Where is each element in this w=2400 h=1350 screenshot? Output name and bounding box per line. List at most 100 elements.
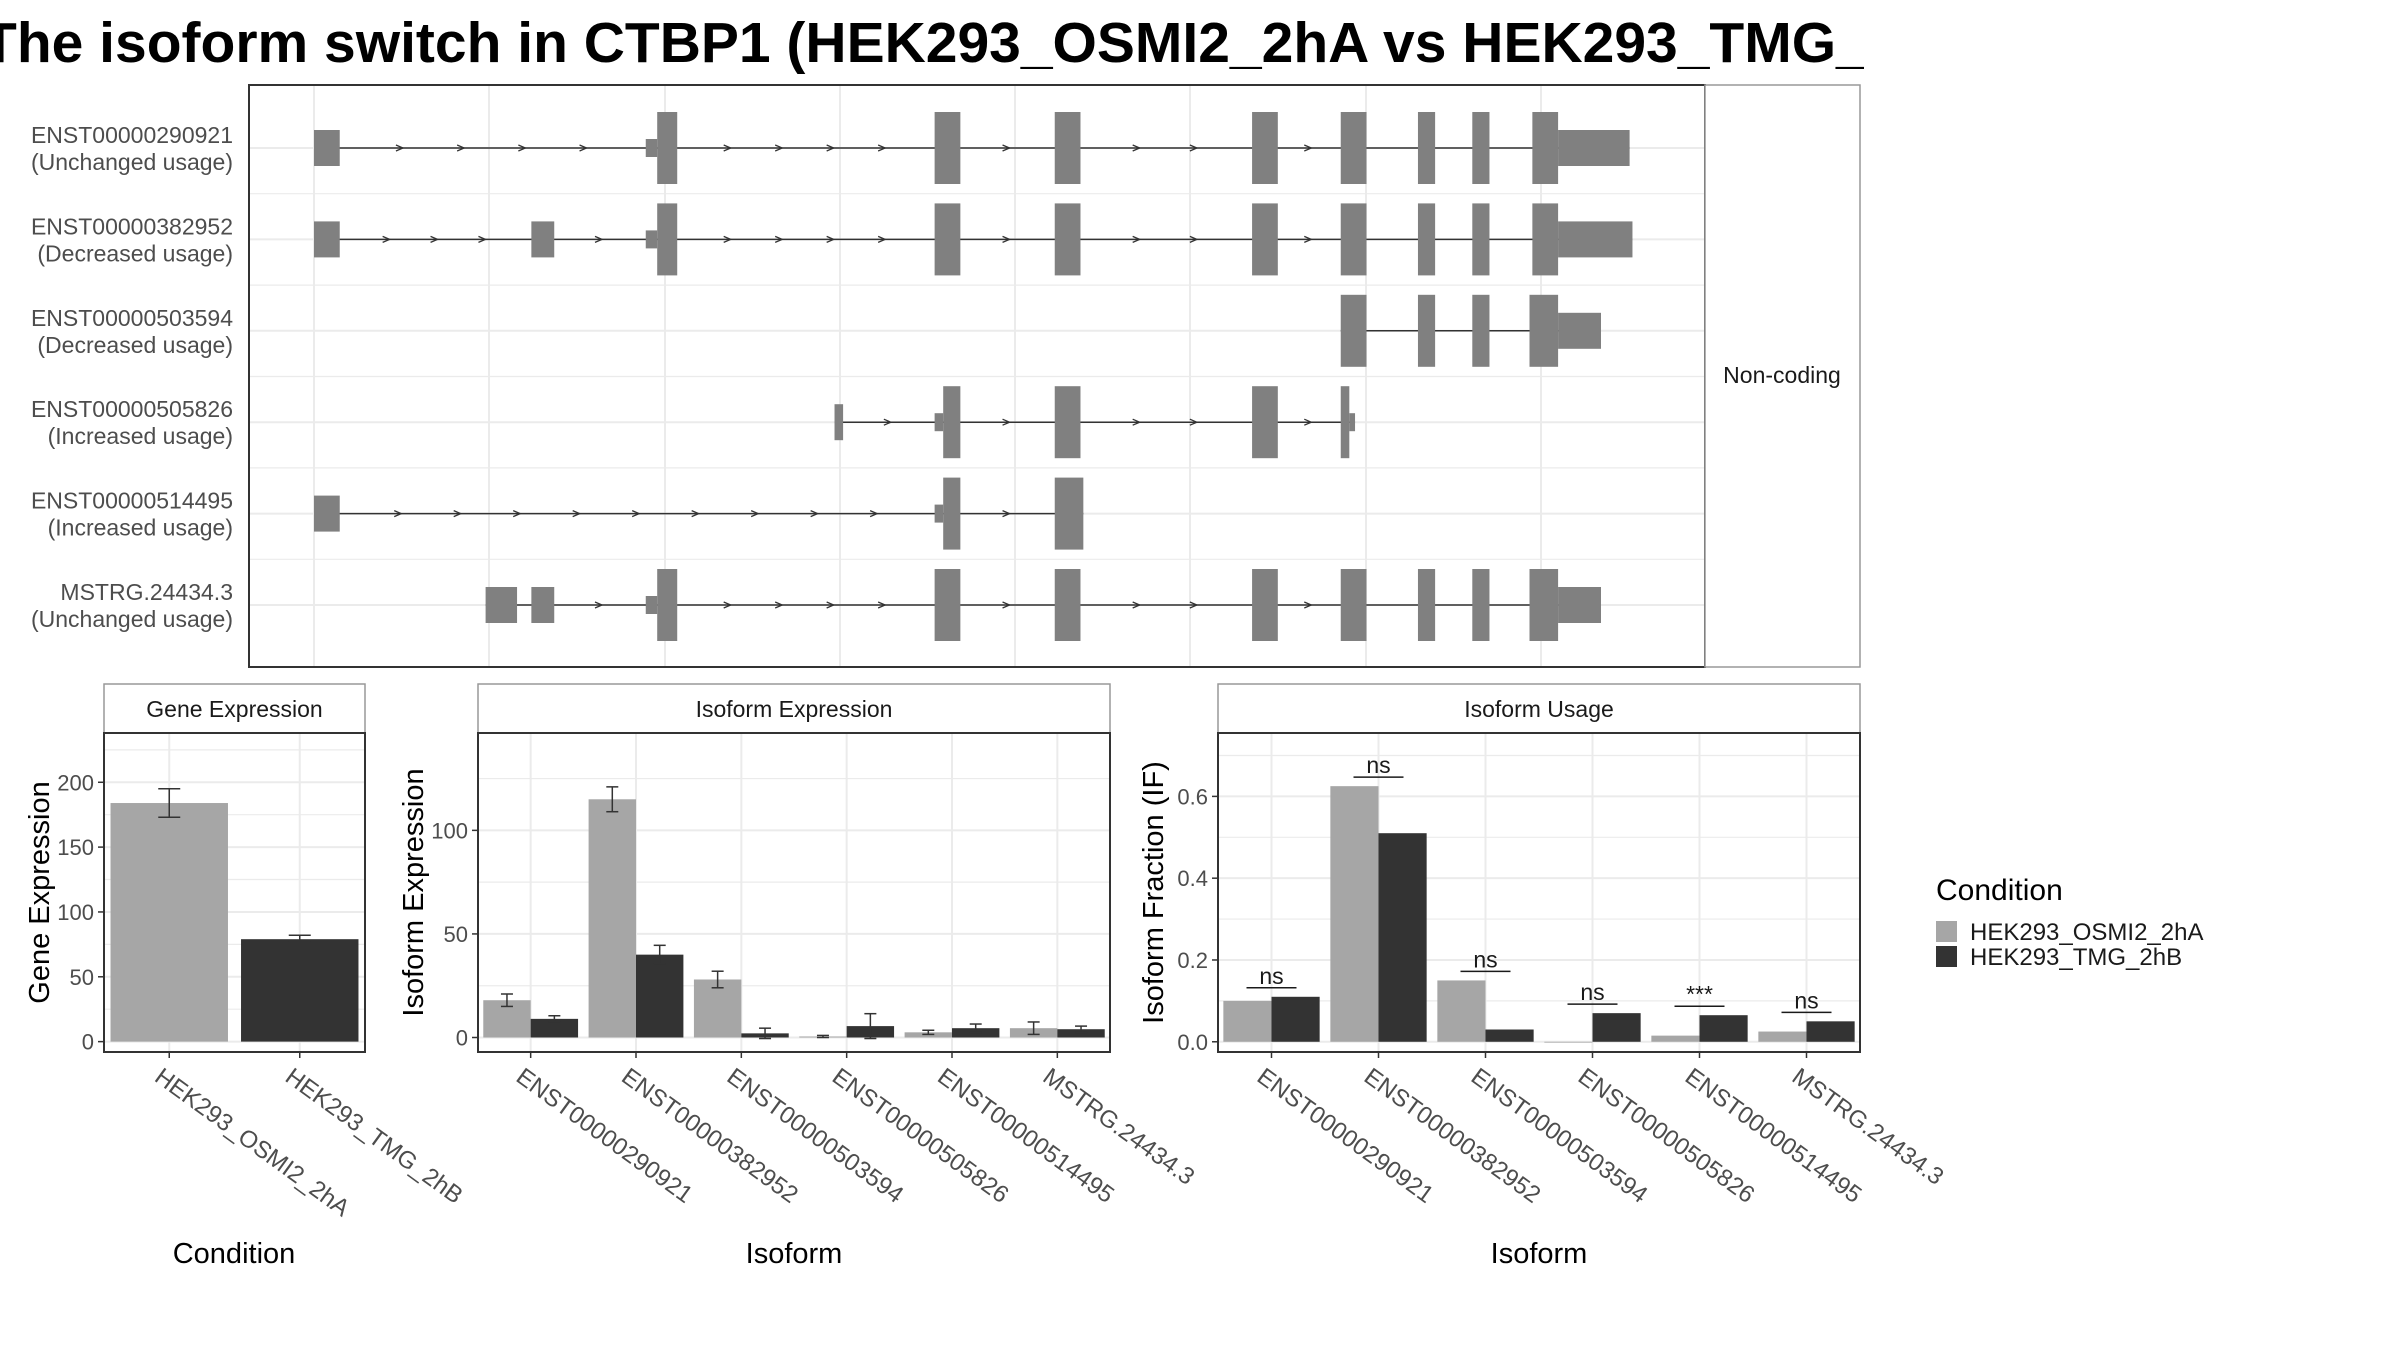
exon — [1252, 203, 1278, 276]
y-tick-label: 100 — [431, 818, 468, 843]
y-tick-label: 50 — [70, 965, 94, 990]
exon — [1532, 112, 1559, 184]
legend-item-label: HEK293_OSMI2_2hA — [1970, 919, 2203, 946]
bar — [1806, 1021, 1855, 1042]
intron-direction-arrow — [456, 144, 466, 152]
x-tick-label: ENST00000503594 — [722, 1063, 908, 1209]
intron-direction-arrow — [774, 144, 784, 152]
bar — [110, 803, 228, 1042]
intron-direction-arrow — [1304, 601, 1313, 609]
intron-direction-arrow — [750, 510, 760, 518]
transcript-usage-label: (Increased usage) — [48, 423, 233, 449]
x-tick-label: ENST00000290921 — [511, 1063, 697, 1209]
intron-direction-arrow — [1304, 235, 1313, 243]
intron-direction-arrow — [1132, 144, 1142, 152]
intron-direction-arrow — [1002, 144, 1012, 152]
intron-direction-arrow — [1132, 235, 1142, 243]
intron-direction-arrow — [1002, 601, 1012, 609]
exon — [1472, 569, 1490, 641]
bar — [1651, 1035, 1700, 1042]
exon — [645, 230, 658, 249]
exon — [657, 569, 678, 641]
y-tick-label: 150 — [57, 835, 94, 860]
transcript-id-label: ENST00000503594 — [31, 305, 233, 331]
x-tick-label: ENST00000382952 — [616, 1063, 802, 1209]
intron-direction-arrow — [393, 510, 403, 518]
exon — [531, 221, 555, 258]
transcript-id-label: ENST00000290921 — [31, 122, 233, 148]
exon — [943, 477, 961, 550]
intron-direction-arrow — [723, 235, 733, 243]
intron-direction-arrow — [877, 144, 887, 152]
intron-direction-arrow — [810, 510, 820, 518]
exon — [943, 386, 961, 459]
bar — [1330, 786, 1379, 1042]
exon — [1340, 203, 1367, 276]
panel-title: Isoform Expression — [696, 696, 893, 722]
facet-strip — [1704, 84, 1861, 668]
bar — [636, 954, 684, 1038]
transcript-usage-label: (Unchanged usage) — [31, 606, 233, 632]
panel-title: Isoform Usage — [1464, 696, 1614, 722]
exon — [934, 112, 961, 184]
exon — [1054, 477, 1084, 550]
intron-direction-arrow — [877, 235, 887, 243]
intron-direction-arrow — [1189, 235, 1199, 243]
exon — [1532, 203, 1559, 276]
bar — [1699, 1015, 1748, 1042]
transcript-usage-label: (Decreased usage) — [37, 332, 233, 358]
intron-direction-arrow — [1132, 418, 1142, 426]
exon — [531, 587, 555, 623]
x-tick-label: ENST00000505826 — [1573, 1063, 1759, 1209]
transcript-id-label: ENST00000382952 — [31, 213, 233, 239]
exon — [657, 112, 678, 184]
intron-direction-arrow — [594, 235, 604, 243]
x-tick-label: ENST00000290921 — [1252, 1063, 1438, 1209]
legend-key — [1936, 946, 1957, 967]
exon — [1340, 112, 1367, 184]
intron-direction-arrow — [826, 601, 836, 609]
exon — [1054, 569, 1081, 641]
panel-frame — [103, 732, 366, 1053]
legend-key — [1936, 921, 1957, 942]
x-axis-title: Condition — [173, 1238, 296, 1270]
transcript-id-label: ENST00000514495 — [31, 488, 233, 514]
panel-frame — [1217, 732, 1861, 1053]
bar — [1485, 1029, 1534, 1042]
transcript-usage-label: (Unchanged usage) — [31, 149, 233, 175]
facet-strip — [477, 683, 1111, 734]
exon — [934, 504, 944, 523]
facet-strip — [103, 683, 366, 734]
intron-direction-arrow — [1189, 144, 1199, 152]
exon — [1529, 569, 1559, 641]
panel-frame — [477, 732, 1111, 1053]
exon — [934, 413, 944, 432]
y-tick-label: 0 — [456, 1026, 468, 1051]
significance-label: ns — [1580, 979, 1604, 1005]
exon — [934, 569, 961, 641]
significance-label: ns — [1473, 946, 1497, 972]
y-tick-label: 0.4 — [1177, 866, 1208, 891]
y-tick-label: 0.6 — [1177, 784, 1208, 809]
bar — [530, 1018, 579, 1038]
exon — [1558, 587, 1601, 623]
intron-direction-arrow — [1002, 235, 1012, 243]
intron-direction-arrow — [518, 144, 528, 152]
x-tick-label: ENST00000505826 — [827, 1063, 1013, 1209]
significance-label: ns — [1366, 752, 1390, 778]
exon — [1054, 112, 1081, 184]
exon — [1472, 294, 1490, 367]
bar — [693, 979, 742, 1038]
bar — [1758, 1031, 1807, 1042]
exon — [1252, 112, 1278, 184]
intron-direction-arrow — [883, 418, 893, 426]
exon — [1252, 569, 1278, 641]
significance-label: ns — [1259, 963, 1283, 989]
exon — [934, 203, 961, 276]
intron-direction-arrow — [723, 601, 733, 609]
bar — [588, 799, 636, 1038]
exon — [1417, 569, 1436, 641]
x-axis-title: Isoform — [1491, 1238, 1588, 1270]
bar — [1437, 980, 1486, 1042]
y-tick-label: 50 — [444, 922, 468, 947]
